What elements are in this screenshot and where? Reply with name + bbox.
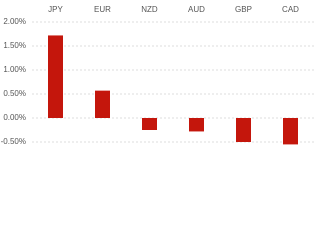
y-tick-label: 1.00% <box>3 65 26 74</box>
x-tick-label: AUD <box>188 5 205 14</box>
y-tick-label: 2.00% <box>3 17 26 26</box>
x-tick-label: NZD <box>141 5 158 14</box>
chart: 2.00% 1.50% 1.00% 0.50% 0.00% -0.50% JPY EUR NZD… <box>1 5 314 146</box>
x-tick-label: GBP <box>235 5 252 14</box>
x-tick-label: CAD <box>282 5 299 14</box>
bar <box>95 90 110 118</box>
y-tick-label: 0.50% <box>3 89 26 98</box>
x-tick-label: JPY <box>48 5 63 14</box>
bar <box>189 118 204 132</box>
bar <box>48 35 63 118</box>
x-tick-label: EUR <box>94 5 111 14</box>
bar <box>236 118 251 142</box>
bar <box>142 118 157 130</box>
bar <box>283 118 298 145</box>
y-tick-label: 1.50% <box>3 41 26 50</box>
y-tick-label: 0.00% <box>3 113 26 122</box>
y-tick-label: -0.50% <box>1 137 26 146</box>
